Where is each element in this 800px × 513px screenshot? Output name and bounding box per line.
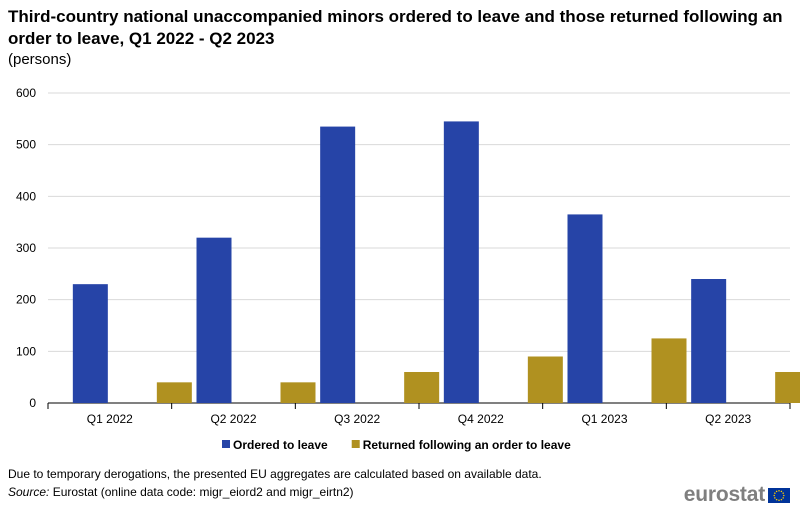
- y-tick-label: 400: [16, 189, 36, 203]
- eu-flag-star: [778, 499, 780, 501]
- y-tick-label: 600: [16, 86, 36, 100]
- bar-returned: [527, 356, 563, 403]
- x-tick-label: Q1 2022: [87, 412, 133, 426]
- x-tick-label: Q2 2022: [210, 412, 256, 426]
- eu-flag-icon: [768, 487, 790, 503]
- eu-flag-star: [780, 498, 783, 500]
- eu-flag-star: [782, 496, 784, 499]
- chart-title: Third-country national unaccompanied min…: [8, 7, 783, 48]
- eu-flag-star: [775, 498, 778, 500]
- bar-ordered-to-leave: [196, 237, 232, 403]
- eu-flag-star: [783, 494, 785, 496]
- bar-returned: [651, 338, 687, 403]
- eu-flag-star: [774, 496, 776, 499]
- bar-returned: [404, 372, 440, 403]
- source-label: Source:: [8, 485, 50, 499]
- bar-chart: 0 100 200 300 400 500 600 Q1 2022 Q2 2022 Q3 2022…: [16, 86, 800, 452]
- legend-swatch: [222, 440, 230, 448]
- y-tick-label: 500: [16, 138, 36, 152]
- eurostat-wordmark: eurostat: [683, 483, 765, 506]
- source-line: Source: Eurostat (online data code: migr…: [8, 484, 354, 500]
- bar-ordered-to-leave: [443, 121, 479, 404]
- eu-flag-star: [780, 490, 783, 492]
- eu-flag-star: [782, 491, 784, 494]
- bar-ordered-to-leave: [72, 284, 108, 403]
- x-tick-label: Q3 2022: [334, 412, 380, 426]
- legend-label: Ordered to leave: [233, 438, 328, 452]
- eu-flag-background: [768, 487, 790, 503]
- x-tick-label: Q2 2023: [705, 412, 751, 426]
- chart-subtitle: (persons): [8, 51, 72, 68]
- eu-flag-star: [773, 494, 775, 496]
- x-tick-label: Q1 2023: [581, 412, 627, 426]
- bar-ordered-to-leave: [567, 214, 603, 403]
- bar-returned: [156, 382, 192, 403]
- x-tick-label: Q4 2022: [458, 412, 504, 426]
- legend-label: Returned following an order to leave: [363, 438, 571, 452]
- legend-swatch: [351, 440, 360, 448]
- footnote: Due to temporary derogations, the presen…: [8, 467, 542, 481]
- y-tick-label: 200: [16, 293, 36, 307]
- y-tick-label: 300: [16, 241, 36, 255]
- bar-returned: [280, 382, 316, 403]
- y-tick-label: 0: [29, 396, 36, 410]
- y-tick-label: 100: [16, 344, 36, 358]
- eu-flag-star: [774, 491, 776, 494]
- eu-flag-star: [778, 489, 780, 491]
- eu-flag-star: [775, 490, 778, 492]
- bar-ordered-to-leave: [691, 279, 727, 403]
- eurostat-logo: eurostat: [684, 483, 790, 507]
- bar-returned: [775, 372, 800, 403]
- source-text: Eurostat (online data code: migr_eiord2 …: [52, 485, 354, 499]
- bar-ordered-to-leave: [320, 126, 356, 403]
